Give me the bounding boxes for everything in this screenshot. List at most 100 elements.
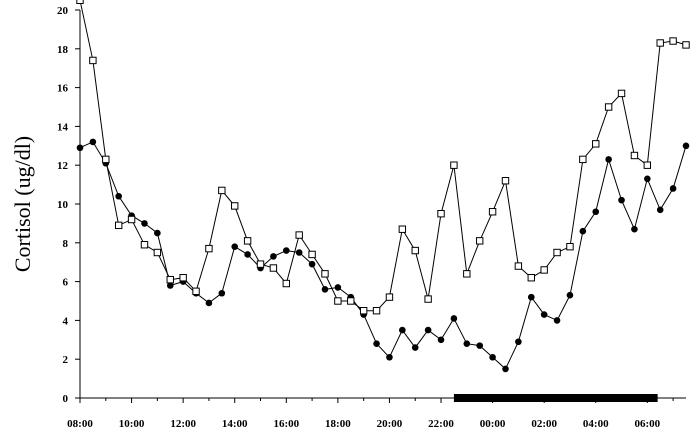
data-point-circle [205,299,213,307]
data-point-circle [540,311,548,318]
y-tick-label: 8 [63,238,69,250]
data-point-square [334,297,342,305]
data-point-square [256,260,265,268]
y-tick-label: 12 [57,160,69,172]
data-point-square [243,237,252,245]
data-point-square [566,242,574,251]
data-point-circle [579,227,587,235]
data-point-square [140,241,149,249]
data-point-circle [115,192,122,200]
data-point-square [269,264,278,272]
y-tick-label: 14 [57,121,69,133]
data-point-square [488,208,497,216]
data-point-square [437,210,445,218]
y-tick-label: 10 [57,199,69,211]
data-point-circle [154,229,161,237]
data-point-square [295,231,303,239]
data-point-square [463,270,471,278]
data-point-circle [489,353,496,361]
data-point-circle [141,220,148,227]
data-point-square [179,274,187,282]
data-point-square [205,244,213,253]
data-point-square [617,89,626,98]
x-tick-label: 08:00 [67,418,93,430]
data-point-square [411,246,419,255]
y-tick-label: 4 [63,315,69,327]
x-tick-label: 06:00 [634,418,660,430]
data-point-square [669,37,677,45]
data-point-circle [553,317,561,324]
series-1 [76,138,690,373]
x-tick-label: 18:00 [325,418,351,430]
data-point-circle [231,243,239,250]
data-point-circle [682,142,690,150]
data-point-square [604,103,613,111]
data-point-square [527,274,535,282]
x-tick-label: 12:00 [170,418,196,430]
data-point-circle [502,365,509,373]
data-point-circle [437,336,445,344]
series-1-line [79,141,687,370]
data-point-square [231,202,239,210]
data-point-circle [592,208,600,216]
data-point-circle [527,293,535,301]
series-2-line [79,0,687,312]
data-point-square [553,248,561,257]
y-tick-label: 6 [63,277,69,289]
sleep-period-bar-group [453,394,658,402]
x-tick-label: 10:00 [119,418,145,430]
series-2 [76,0,690,315]
data-point-square [501,177,510,185]
data-point-circle [618,196,625,204]
data-point-square [127,215,136,224]
y-tick-label: 18 [57,44,69,56]
data-point-circle [399,326,406,334]
data-point-square [166,275,174,284]
y-tick-label: 0 [63,393,69,405]
x-tick-label: 00:00 [480,418,506,430]
data-point-square [308,250,316,259]
data-point-circle [463,340,471,347]
x-tick-label: 04:00 [583,418,609,430]
data-point-circle [656,206,664,214]
x-tick-label: 16:00 [273,418,299,430]
data-point-square [192,287,200,296]
data-point-square [643,161,652,169]
data-point-circle [218,289,226,297]
data-point-circle [321,286,329,293]
data-point-circle [270,253,277,260]
data-point-circle [644,175,651,183]
data-point-circle [244,251,251,258]
data-point-square [630,151,639,160]
data-point-circle [334,284,342,291]
data-point-square [102,155,110,164]
data-point-square [359,307,368,315]
data-point-square [321,270,329,278]
data-point-circle [89,138,97,146]
x-tick-label: 22:00 [428,418,454,430]
axes: 0 2 4 6 8 10 12 14 16 18 20 08:00 10:00 12:00 14:00 16:… [57,5,686,430]
data-point-circle [450,315,458,322]
data-point-circle [515,338,522,346]
data-point-square [385,293,394,301]
data-point-square [579,155,587,164]
data-point-circle [282,247,290,254]
y-axis-title: Cortisol (ug/dl) [10,136,35,272]
data-point-square [592,140,600,148]
y-tick-label: 2 [63,354,69,366]
data-point-circle [424,326,432,334]
x-tick-label: 02:00 [531,418,557,430]
y-tick-label: 16 [57,83,69,95]
y-tick-label: 20 [57,5,69,17]
data-point-square [398,225,407,233]
data-point-square [682,41,690,49]
data-point-circle [631,225,638,233]
data-point-square [372,307,381,315]
data-point-circle [386,353,393,361]
data-point-square [76,0,84,5]
data-point-circle [566,291,574,299]
data-point-square [89,56,97,65]
data-point-circle [295,249,303,256]
data-point-square [476,237,484,245]
